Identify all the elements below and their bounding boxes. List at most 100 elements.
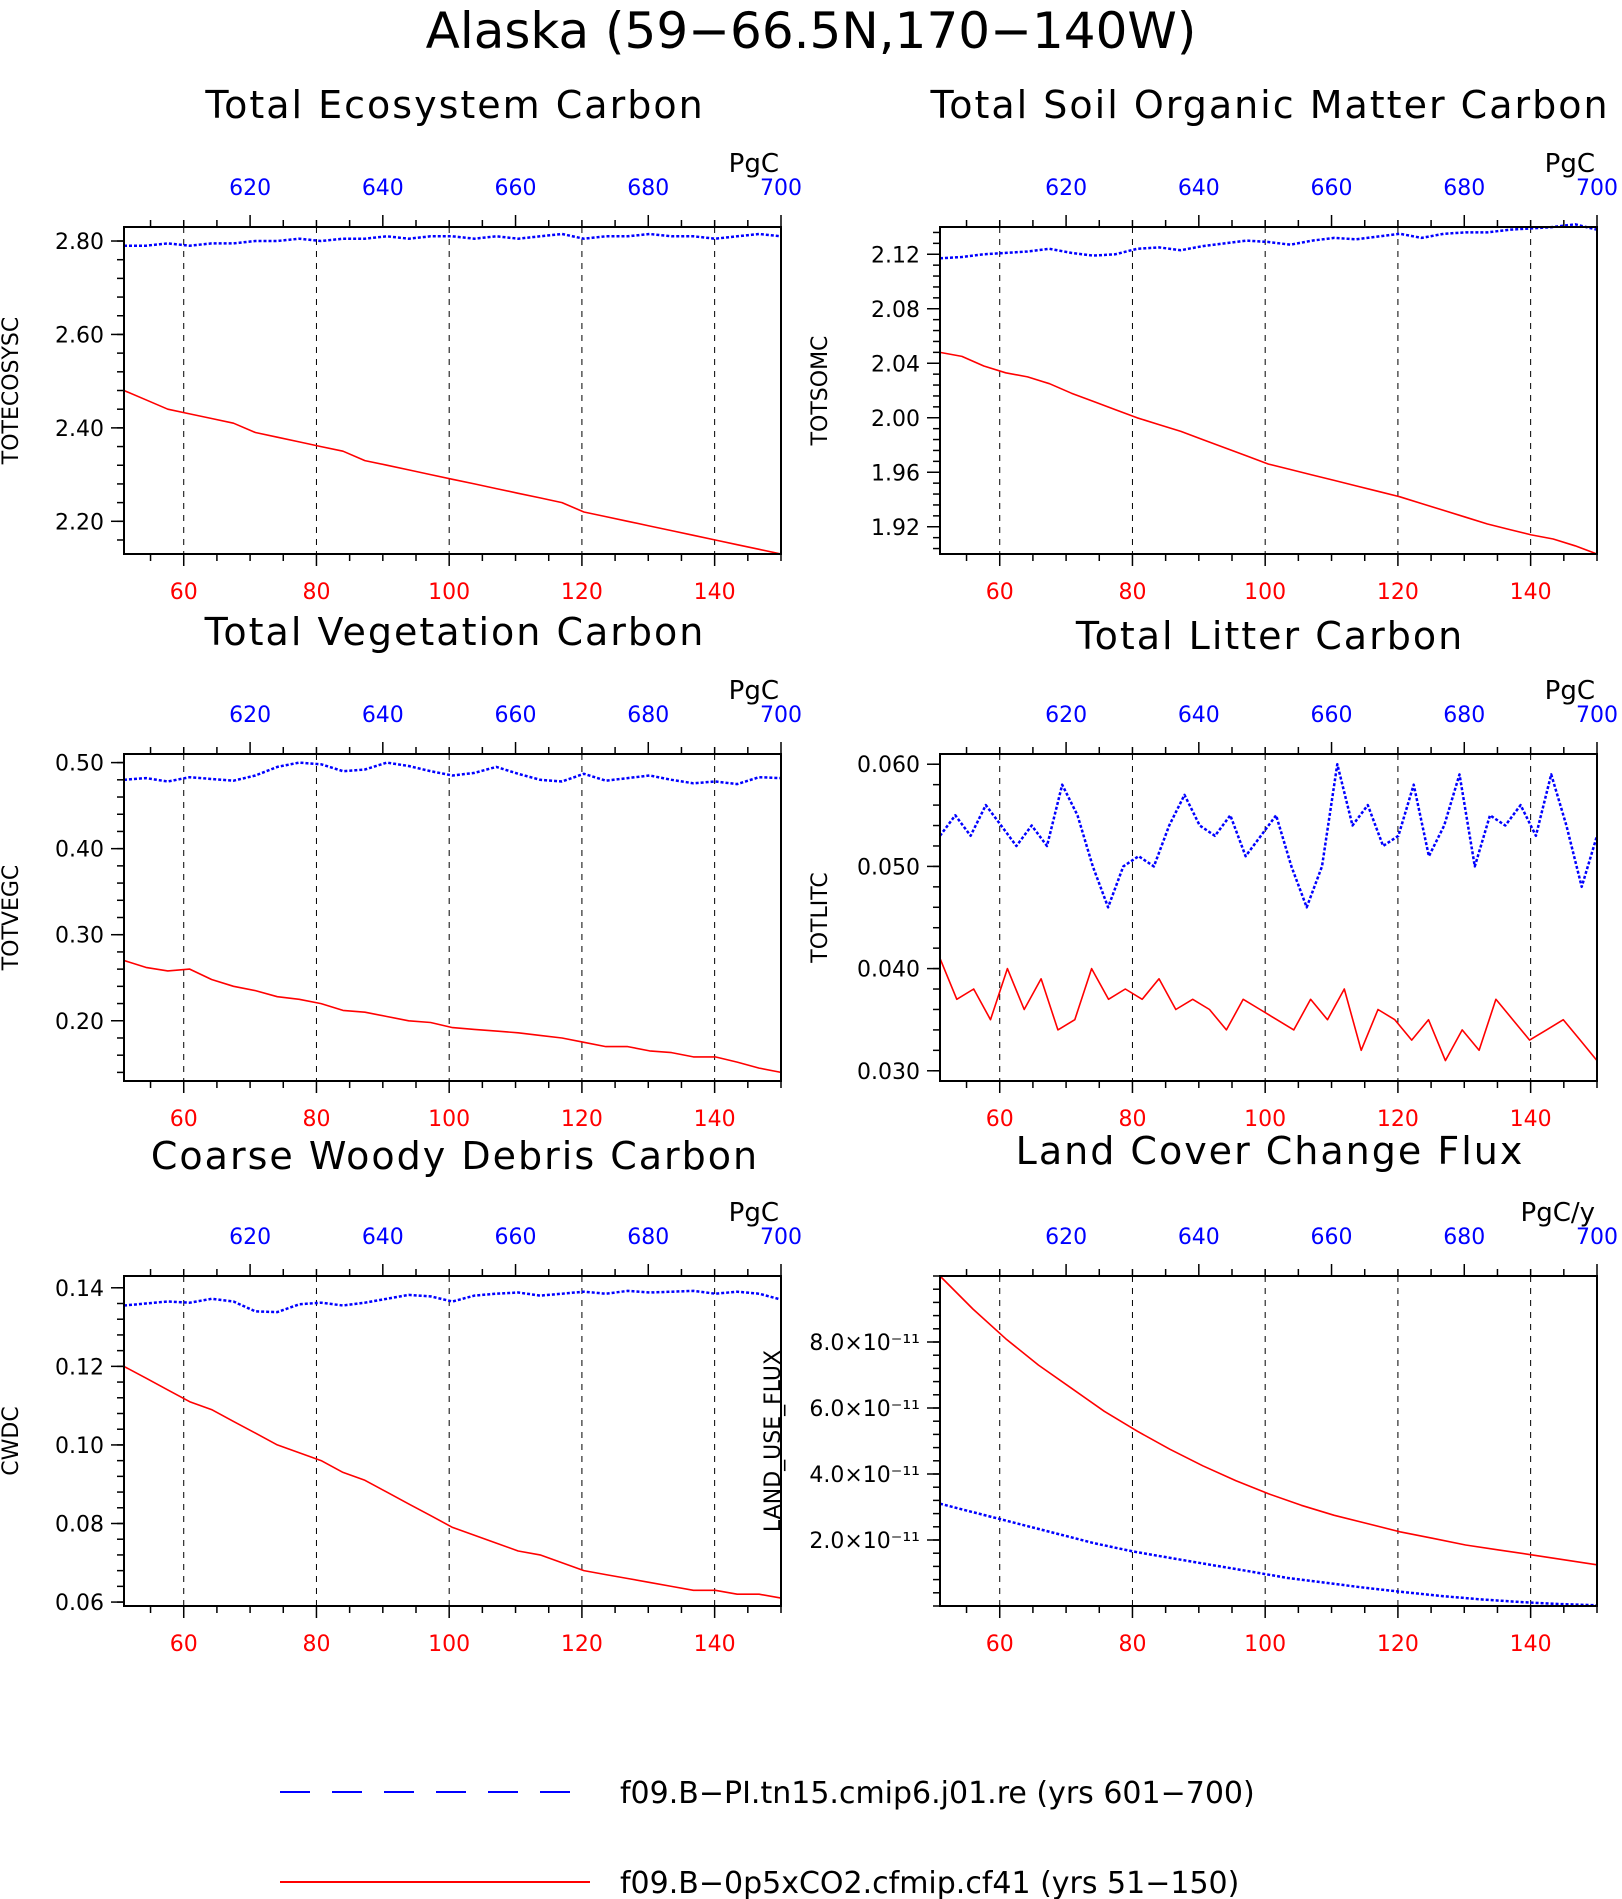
y-tick-label: 0.050 [857,855,920,880]
y-tick-label: 6.0×10⁻¹¹ [809,1397,920,1422]
y-tick-label: 4.0×10⁻¹¹ [809,1463,920,1488]
x-top-tick-label: 620 [229,1225,271,1250]
y-tick-label: 0.30 [55,924,104,949]
x-tick-label: 80 [1118,1632,1146,1657]
series-line-pi [124,232,782,247]
plot-frame [939,1275,1598,1607]
unit-label: PgC [729,1198,779,1228]
x-tick-label: 100 [1244,580,1286,605]
x-tick-label: 120 [561,1107,603,1132]
x-top-tick-label: 700 [760,176,802,201]
y-tick-label: 0.030 [857,1060,920,1085]
panel-title: Total Soil Organic Matter Carbon [929,83,1609,127]
panel-total-litter-carbon: Total Litter Carbon PgC 60 80 100 120 140 620 64… [808,614,1618,1132]
x-top-tick-label: 660 [1311,703,1353,728]
x-top-tick-label: 640 [1178,176,1220,201]
panel-total-soil-organic-matter-carbon: Total Soil Organic Matter Carbon PgC 60 80 1… [808,83,1618,605]
x-top-tick-label: 620 [229,703,271,728]
y-axis-label: LAND_USE_FLUX [761,1350,786,1532]
x-top-tick-label: 660 [495,1225,537,1250]
y-tick-label: 2.12 [871,243,920,268]
x-top-tick-label: 620 [1045,1225,1087,1250]
unit-label: PgC [729,676,779,706]
x-top-tick-label: 680 [1443,703,1485,728]
x-tick-label: 120 [1377,580,1419,605]
x-tick-label: 80 [1118,580,1146,605]
x-tick-label: 60 [986,1107,1014,1132]
x-tick-label: 140 [1510,1107,1552,1132]
panel-total-ecosystem-carbon: Total Ecosystem Carbon PgC 60 80 100 120 140 62… [0,83,802,605]
x-top-tick-label: 680 [627,703,669,728]
x-top-tick-label: 700 [760,703,802,728]
y-tick-label: 2.08 [871,298,920,323]
x-tick-label: 100 [428,580,470,605]
x-tick-label: 60 [986,1632,1014,1657]
x-tick-label: 140 [694,1632,736,1657]
series-line-co2 [939,958,1598,1062]
series-line-pi [939,1502,1598,1607]
y-tick-label: 0.40 [55,838,104,863]
x-top-tick-label: 660 [1311,176,1353,201]
x-tick-label: 120 [561,1632,603,1657]
series-line-co2 [939,351,1598,555]
panel-title: Land Cover Change Flux [1016,1129,1525,1173]
x-tick-label: 140 [1510,1632,1552,1657]
series-line-pi [939,223,1598,260]
y-tick-label: 0.50 [55,752,104,777]
x-top-tick-label: 700 [760,1225,802,1250]
y-axis-label: CWDC [0,1406,24,1475]
y-axis-label: TOTLITC [808,872,833,963]
y-tick-label: 8.0×10⁻¹¹ [809,1331,920,1356]
y-tick-label: 0.10 [55,1434,104,1459]
x-tick-label: 100 [1244,1632,1286,1657]
x-tick-label: 60 [986,580,1014,605]
x-top-tick-label: 660 [1311,1225,1353,1250]
x-tick-label: 80 [302,580,330,605]
series-line-co2 [123,959,782,1074]
y-axis-label: TOTECOSYSC [0,317,24,466]
y-tick-label: 2.40 [55,417,104,442]
legend-label-pi: f09.B−PI.tn15.cmip6.j01.re (yrs 601−700) [620,1776,1255,1811]
x-tick-label: 100 [1244,1107,1286,1132]
series-line-pi [123,1289,782,1314]
x-top-tick-label: 700 [1576,176,1618,201]
panel-title: Total Litter Carbon [1075,614,1464,658]
y-tick-label: 0.060 [857,753,920,778]
x-tick-label: 60 [170,1107,198,1132]
x-tick-label: 140 [1510,580,1552,605]
legend: f09.B−PI.tn15.cmip6.j01.re (yrs 601−700)… [280,1776,1255,1899]
x-top-tick-label: 660 [495,176,537,201]
y-tick-label: 2.80 [55,230,104,255]
panels: Total Ecosystem Carbon PgC 60 80 100 120 140 62… [0,83,1618,1657]
series-line-co2 [123,389,782,555]
panel-title: Total Ecosystem Carbon [204,83,704,127]
y-tick-label: 2.20 [55,510,104,535]
y-tick-label: 0.06 [55,1591,104,1616]
x-tick-label: 80 [302,1107,330,1132]
x-top-tick-label: 640 [362,1225,404,1250]
main-title: Alaska (59−66.5N,170−140W) [426,2,1197,60]
series-line-pi [123,761,782,786]
x-tick-label: 100 [428,1107,470,1132]
y-axis-label: TOTVEGC [0,865,24,972]
y-tick-label: 0.20 [55,1010,104,1035]
x-tick-label: 80 [302,1632,330,1657]
y-tick-label: 2.00 [871,407,920,432]
x-tick-label: 80 [1118,1107,1146,1132]
x-top-tick-label: 640 [362,176,404,201]
unit-label: PgC [1545,676,1595,706]
panel-title: Coarse Woody Debris Carbon [151,1134,759,1178]
plot-frame [939,753,1598,1082]
plot-frame [123,226,782,555]
y-tick-label: 1.96 [871,461,920,486]
x-top-tick-label: 640 [1178,1225,1220,1250]
panel-coarse-woody-debris-carbon: Coarse Woody Debris Carbon PgC 60 80 100 120 1… [0,1134,802,1657]
y-tick-label: 0.12 [55,1355,104,1380]
x-top-tick-label: 700 [1576,1225,1618,1250]
unit-label: PgC [729,149,779,179]
x-top-tick-label: 640 [362,703,404,728]
y-tick-label: 1.92 [871,516,920,541]
series-line-pi [938,762,1599,909]
x-tick-label: 140 [694,580,736,605]
